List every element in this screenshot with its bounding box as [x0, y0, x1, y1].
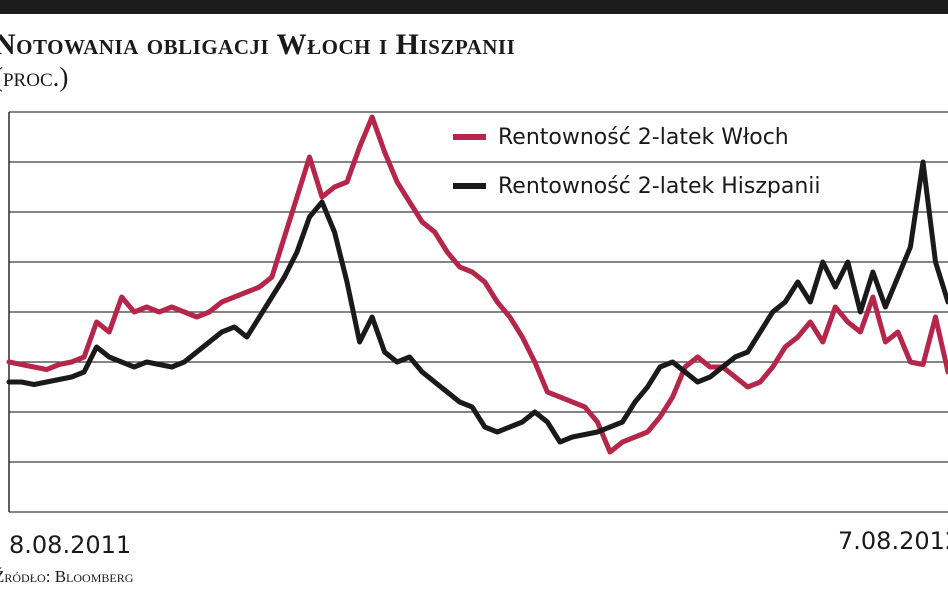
x-tick-label-start: 8.08.2011	[9, 531, 131, 559]
chart-subtitle: (proc.)	[0, 62, 69, 92]
legend: Rentowność 2-latek Włoch Rentowność 2-la…	[453, 125, 821, 199]
chart-title: Notowania obligacji Włoch i Hiszpanii	[0, 28, 516, 61]
source-note: Źródło: Bloomberg	[0, 567, 134, 586]
gridlines	[9, 111, 948, 513]
series-layer	[6, 114, 948, 455]
top-bar	[0, 0, 948, 14]
legend-label-spain: Rentowność 2-latek Hiszpanii	[498, 174, 821, 199]
x-tick-label-end: 7.08.2012	[838, 527, 948, 555]
series-line-spain	[6, 159, 948, 445]
series-line-italy	[6, 114, 948, 455]
legend-label-italy: Rentowność 2-latek Włoch	[498, 125, 789, 150]
